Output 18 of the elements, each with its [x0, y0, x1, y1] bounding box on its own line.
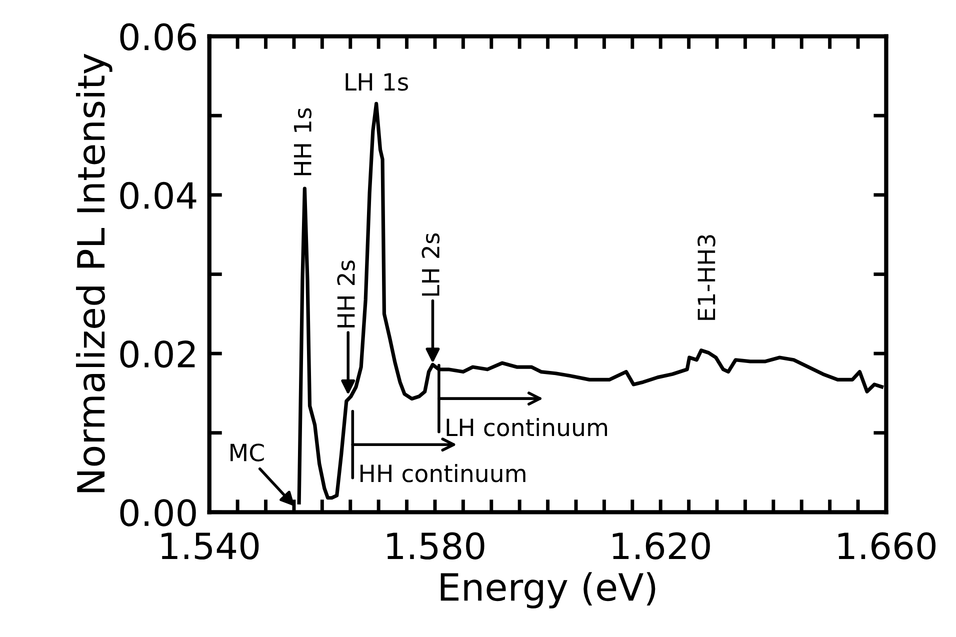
annotation: HH 2s	[337, 260, 355, 328]
y-tick-label: 0.04	[120, 182, 196, 210]
y-axis-title: Normalized PL Intensity	[76, 54, 112, 492]
x-tick-label: 1.580	[387, 532, 484, 560]
y-tick-label: 0.00	[120, 499, 196, 526]
annotation: LH continuum	[446, 418, 607, 436]
annotation: E1-HH3	[698, 235, 716, 320]
x-tick-label: 1.620	[612, 532, 710, 560]
annotation: MC	[230, 444, 264, 462]
x-tick-label: 1.540	[162, 532, 259, 560]
x-axis-title: Energy (eV)	[440, 572, 656, 608]
annotation: HH continuum	[360, 464, 526, 482]
annotation: HH 1s	[294, 108, 312, 176]
annotation: LH 1s	[346, 73, 408, 91]
y-tick-label: 0.06	[120, 23, 196, 51]
y-tick-label: 0.02	[120, 340, 195, 368]
x-tick-label: 1.660	[838, 532, 936, 560]
annotation: LH 2s	[422, 233, 440, 296]
